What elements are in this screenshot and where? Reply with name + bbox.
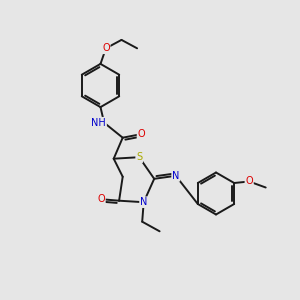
- Text: N: N: [140, 197, 147, 207]
- Text: S: S: [136, 152, 142, 162]
- Text: NH: NH: [91, 118, 106, 128]
- Text: O: O: [97, 194, 105, 204]
- Text: N: N: [172, 171, 179, 181]
- Text: O: O: [102, 43, 110, 53]
- Text: O: O: [245, 176, 253, 187]
- Text: O: O: [137, 129, 145, 139]
